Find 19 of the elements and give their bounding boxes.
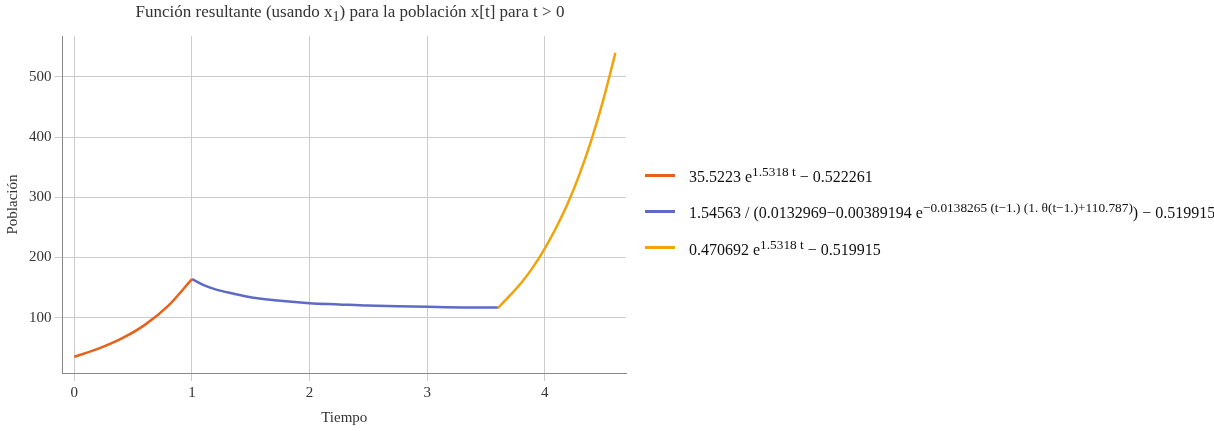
y-tick-label: 300 xyxy=(29,188,52,205)
y-tick-label: 200 xyxy=(29,248,52,265)
x-tick-label: 0 xyxy=(70,383,79,400)
line-series xyxy=(73,277,194,358)
y-tick-label: 500 xyxy=(29,67,52,84)
line-series xyxy=(190,277,500,309)
x-axis-title: Tiempo xyxy=(321,408,368,425)
legend-label: 35.5223 e$^{1.5318 t}$ − 0.522261 xyxy=(689,164,873,187)
y-tick-label: 100 xyxy=(29,308,52,325)
line-series xyxy=(496,51,617,310)
legend-label: 1.54563 / (0.0132969−0.00389194 e$^{−0.0138265 (t−1.) (1. θ(t−1.)+110.787)}$) − 0.519915 xyxy=(689,200,1214,223)
x-tick-label: 1 xyxy=(188,383,196,400)
x-tick-label: 4 xyxy=(541,383,550,400)
chart-title: Función resultante (usando x$_{1}$) para la población x[t] para t > 0 xyxy=(134,2,566,26)
x-tick-label: 2 xyxy=(305,383,314,400)
y-tick-label: 400 xyxy=(29,128,52,145)
legend-label: 0.470692 e$^{1.5318 t}$ − 0.519915 xyxy=(689,236,881,259)
y-axis-title: Población xyxy=(3,174,20,235)
x-tick-label: 3 xyxy=(423,383,431,400)
